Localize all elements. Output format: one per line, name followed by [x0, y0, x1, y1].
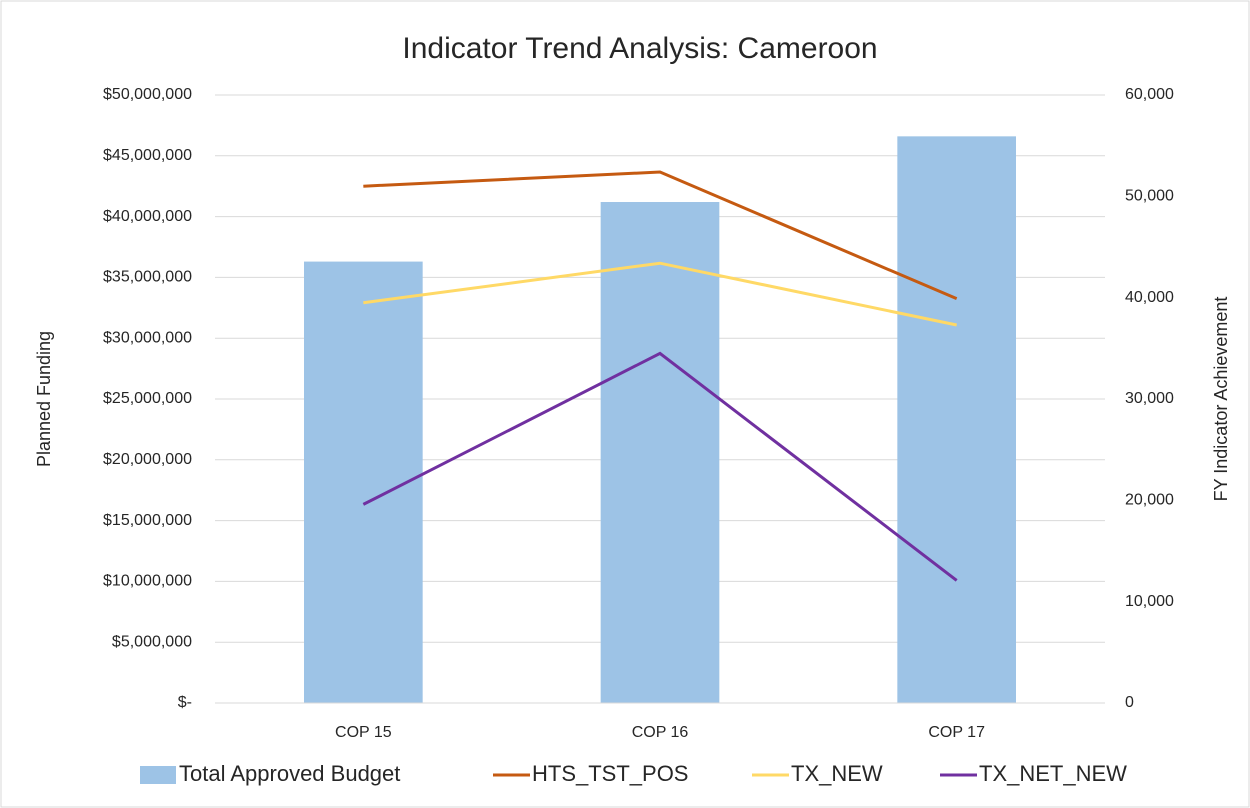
y-tick-label: $25,000,000 [103, 390, 192, 407]
y2-tick-label: 40,000 [1125, 289, 1174, 306]
y-tick-label: $45,000,000 [103, 147, 192, 164]
y-tick-label: $20,000,000 [103, 451, 192, 468]
bar [600, 202, 720, 703]
legend-label: TX_NET_NEW [979, 761, 1127, 786]
line [362, 351, 958, 582]
legend-label: Total Approved Budget [179, 761, 400, 786]
y2-tick-label: 60,000 [1125, 86, 1174, 103]
y2-tick-label: 0 [1125, 694, 1134, 711]
x-tick-label: COP 15 [335, 724, 392, 741]
y-tick-label: $50,000,000 [103, 86, 192, 103]
y-tick-label: $30,000,000 [103, 329, 192, 346]
y2-tick-label: 20,000 [1125, 492, 1174, 509]
y-tick-label: $35,000,000 [103, 269, 192, 286]
y-tick-label: $10,000,000 [103, 573, 192, 590]
y-tick-label: $15,000,000 [103, 512, 192, 529]
x-tick-label: COP 17 [928, 724, 985, 741]
y2-tick-label: 50,000 [1125, 188, 1174, 205]
legend-label: HTS_TST_POS [532, 761, 688, 786]
y-tick-label: $5,000,000 [112, 633, 192, 650]
bar [304, 261, 423, 703]
line [363, 261, 957, 327]
y2-axis-label: FY Indicator Achievement [1211, 297, 1231, 502]
bar [897, 136, 1016, 703]
y-tick-label: $- [178, 694, 192, 711]
legend-swatch [140, 766, 176, 784]
legend-label: TX_NEW [791, 761, 883, 786]
chart-title: Indicator Trend Analysis: Cameroon [402, 32, 877, 65]
y2-tick-label: 10,000 [1125, 593, 1174, 610]
line [363, 170, 958, 301]
y-axis-label: Planned Funding [34, 331, 54, 467]
y2-tick-label: 30,000 [1125, 390, 1174, 407]
y-tick-label: $40,000,000 [103, 208, 192, 225]
x-tick-label: COP 16 [632, 724, 689, 741]
